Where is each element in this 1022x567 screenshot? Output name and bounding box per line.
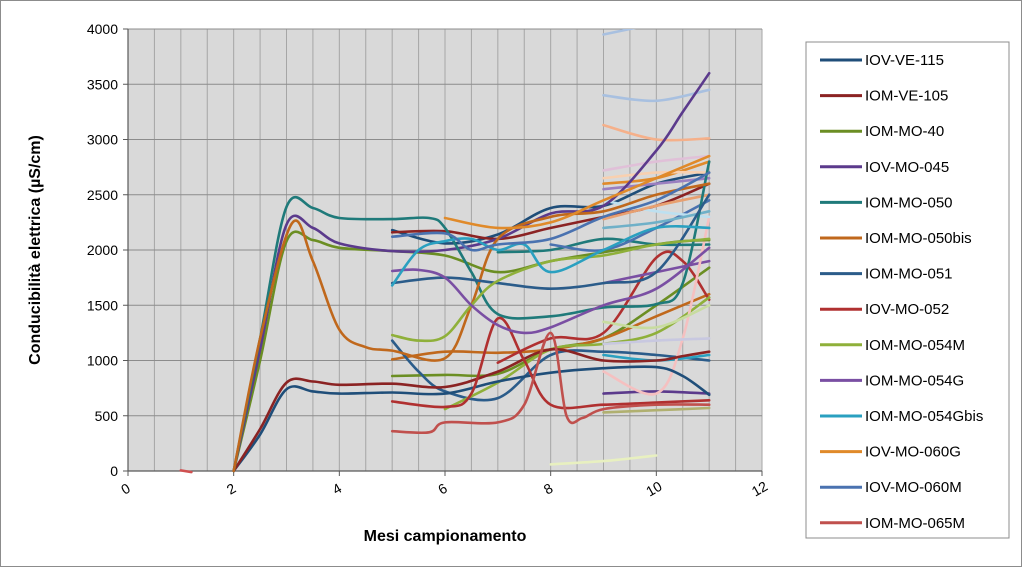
- legend-item-iov-mo-060g: IOV-MO-060G: [820, 444, 961, 461]
- unlabeled-series-line: [443, 296, 711, 411]
- x-tick-label: 10: [643, 478, 665, 500]
- unlabeled-series-line: [549, 199, 711, 252]
- unlabeled-series-line: [602, 406, 711, 414]
- y-tick-label: 0: [110, 463, 118, 479]
- series-line-iom-mo-054m: [390, 237, 711, 343]
- legend-item-iov-ve-115: IOV-VE-115: [820, 52, 944, 69]
- y-tick-label: 1500: [87, 297, 118, 313]
- unlabeled-series-line: [602, 170, 711, 180]
- legend-item-iov-mo-060m: IOV-MO-060M: [820, 479, 962, 496]
- x-axis-title: Mesi campionamento: [364, 528, 527, 545]
- y-tick-label: 2000: [87, 242, 118, 258]
- unlabeled-series-line: [602, 304, 711, 330]
- legend-label: IOM-MO-051: [865, 266, 953, 283]
- legend-items: IOV-VE-115 IOM-VE-105 IOM-MO-40 IOV-MO-045 I…: [820, 52, 983, 532]
- unlabeled-series-line: [179, 469, 193, 474]
- legend-label: IOM-VE-105: [865, 88, 948, 105]
- grid: [127, 28, 763, 472]
- unlabeled-series-line: [602, 193, 711, 221]
- legend-item-iom-mo-051: IOM-MO-051: [820, 266, 953, 283]
- legend-label: IOV-MO-060M: [865, 479, 962, 496]
- legend-item-iom-mo-065m: IOM-MO-065M: [820, 515, 965, 532]
- legend-item-iom-mo-050: IOM-MO-050: [820, 194, 953, 211]
- series-line-iov-mo-060m: [390, 171, 711, 252]
- series-line-iom-mo-065m: [390, 331, 711, 435]
- legend-label: IOM-MO-050: [865, 194, 953, 211]
- unlabeled-series-line: [549, 454, 658, 466]
- legend-label: IOM-MO-054Gbis: [865, 408, 983, 425]
- unlabeled-series-line: [602, 390, 711, 395]
- series-line-iom-mo-054g: [390, 246, 711, 335]
- legend-label: IOV-MO-060G: [865, 444, 961, 461]
- legend-label: IOM-MO-40: [865, 123, 944, 140]
- series-line-iom-mo-050: [232, 160, 711, 473]
- unlabeled-series-line: [602, 29, 637, 36]
- y-tick-label: 3500: [87, 76, 118, 92]
- legend-label: IOV-MO-045: [865, 159, 949, 176]
- unlabeled-series-line: [602, 337, 711, 346]
- unlabeled-series-line: [602, 215, 711, 396]
- series-line-iom-mo-054gbis: [390, 224, 711, 287]
- y-axis-title: Conducibilità elettrica (µS/cm): [27, 135, 44, 365]
- legend-item-iov-mo-052: IOV-MO-052: [820, 301, 949, 318]
- y-tick-label: 4000: [87, 21, 118, 37]
- series-line-iov-mo-052: [390, 316, 711, 410]
- legend-label: IOM-MO-065M: [865, 515, 965, 532]
- y-tick-label: 500: [95, 408, 119, 424]
- legend-label: IOM-MO-054G: [865, 372, 964, 389]
- unlabeled-series-line: [496, 237, 711, 254]
- legend: IOV-VE-115 IOM-VE-105 IOM-MO-40 IOV-MO-045 I…: [805, 41, 1010, 539]
- legend-item-iov-mo-045: IOV-MO-045: [820, 159, 949, 176]
- unlabeled-series-line: [602, 123, 711, 142]
- legend-label: IOM-MO-050bis: [865, 230, 972, 247]
- unlabeled-series-line: [602, 154, 711, 172]
- series-line-iov-ve-115: [232, 365, 711, 473]
- y-tick-label: 3000: [87, 132, 118, 148]
- series-line-iom-ve-105: [232, 347, 711, 473]
- legend-item-iom-mo-054m: IOM-MO-054M: [820, 337, 965, 354]
- unlabeled-series-line: [602, 88, 711, 103]
- y-tick-label: 2500: [87, 187, 118, 203]
- legend-item-iom-mo-050bis: IOM-MO-050bis: [820, 230, 972, 247]
- legend-item-iom-mo-054g: IOM-MO-054G: [820, 372, 964, 389]
- series-group: [232, 71, 711, 473]
- series-line-iov-mo-060g: [443, 154, 711, 230]
- x-tick-label: 12: [749, 478, 771, 500]
- y-tick-label: 1000: [87, 353, 118, 369]
- legend-box: [805, 41, 1010, 539]
- legend-label: IOV-MO-052: [865, 301, 949, 318]
- unlabeled-series-line: [496, 250, 711, 364]
- series-line-iom-mo-050bis: [232, 182, 711, 473]
- legend-item-iom-ve-105: IOM-VE-105: [820, 88, 948, 105]
- legend-item-iom-mo-054gbis: IOM-MO-054Gbis: [820, 408, 983, 425]
- legend-label: IOV-VE-115: [865, 52, 944, 69]
- legend-item-iom-mo-40: IOM-MO-40: [820, 123, 944, 140]
- legend-label: IOM-MO-054M: [865, 337, 965, 354]
